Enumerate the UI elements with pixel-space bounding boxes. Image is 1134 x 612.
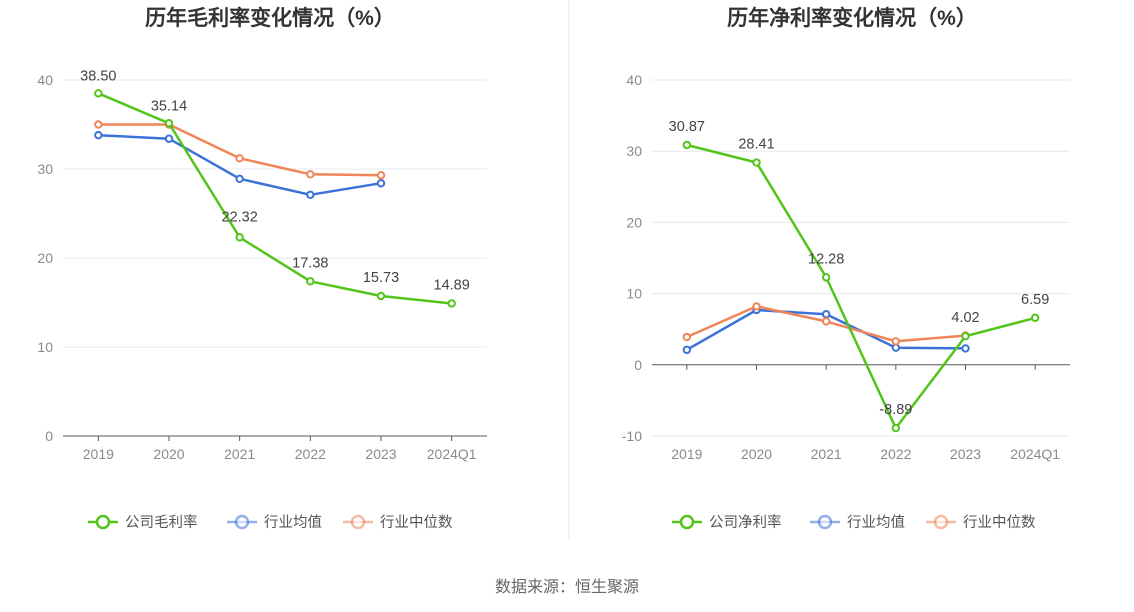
data-point — [821, 317, 831, 326]
data-point — [376, 179, 386, 188]
x-tick-label: 2023 — [950, 446, 981, 462]
x-tick-label: 2023 — [365, 446, 396, 462]
data-point — [1030, 313, 1040, 323]
legend-item: 公司净利率 — [672, 514, 782, 531]
legend-label: 行业均值 — [264, 514, 322, 531]
data-point — [235, 154, 244, 163]
data-point — [447, 299, 456, 308]
legend-marker — [234, 514, 250, 530]
data-point — [235, 174, 244, 183]
legend-item: 公司毛利率 — [88, 514, 198, 531]
data-point — [682, 345, 692, 355]
data-label: 14.89 — [434, 277, 470, 293]
data-label: 35.14 — [151, 98, 187, 114]
data-point — [376, 171, 386, 180]
data-point — [94, 130, 103, 140]
series-line-2 — [98, 123, 382, 177]
data-label: 30.87 — [669, 119, 705, 135]
x-tick-label: 2021 — [811, 446, 842, 462]
legend-item: 行业中位数 — [343, 514, 453, 531]
data-point — [891, 423, 901, 433]
data-label: 28.41 — [738, 137, 774, 153]
legend-item: 行业均值 — [227, 514, 322, 531]
y-tick-label: 0 — [45, 428, 53, 444]
data-point — [306, 277, 315, 286]
data-point — [961, 331, 970, 341]
data-point — [306, 170, 315, 179]
x-tick-label: 2019 — [671, 446, 702, 462]
data-label: 38.50 — [80, 68, 116, 84]
data-point — [752, 158, 761, 167]
legend-label: 行业均值 — [847, 514, 905, 531]
legend-label: 行业中位数 — [380, 514, 453, 531]
chart-title: 历年毛利率变化情况（%） — [145, 6, 395, 30]
data-point — [306, 190, 315, 200]
data-label: 12.28 — [808, 251, 844, 267]
data-point — [164, 134, 174, 143]
legend-label: 公司毛利率 — [125, 514, 198, 531]
series-line-0 — [97, 92, 452, 305]
data-label: 22.32 — [222, 209, 258, 225]
data-label: 6.59 — [1021, 292, 1049, 308]
data-point — [821, 273, 831, 282]
x-tick-label: 2021 — [224, 446, 255, 462]
x-tick-label: 2022 — [880, 446, 911, 462]
data-label: 15.73 — [363, 270, 399, 286]
data-point — [752, 302, 761, 311]
data-point — [821, 310, 831, 319]
series-line-0 — [686, 143, 1036, 430]
source-note: 数据来源：恒生聚源 — [495, 578, 639, 596]
y-tick-label: 30 — [626, 143, 642, 159]
y-tick-label: 40 — [37, 72, 53, 88]
legend-marker — [95, 514, 111, 530]
data-point — [682, 140, 692, 150]
y-tick-label: -10 — [622, 428, 642, 444]
data-label: 17.38 — [292, 255, 328, 271]
x-tick-label: 2022 — [295, 446, 326, 462]
x-tick-label: 2019 — [83, 446, 114, 462]
y-tick-label: 10 — [626, 286, 642, 302]
data-point — [164, 119, 174, 128]
y-tick-label: 20 — [626, 214, 642, 230]
data-label: -8.89 — [879, 402, 912, 418]
legend-marker — [350, 514, 366, 530]
legend-marker — [679, 514, 695, 530]
data-point — [94, 120, 103, 129]
y-tick-label: 30 — [37, 161, 53, 177]
legend-item: 行业均值 — [810, 514, 905, 531]
chart-title: 历年净利率变化情况（%） — [727, 6, 977, 30]
data-point — [891, 337, 901, 346]
gross-margin-chart: 历年毛利率变化情况（%） 0 10 20 30 40 2019 2020 2021 2022 202… — [37, 6, 487, 531]
legend-label: 公司净利率 — [709, 514, 782, 531]
y-tick-label: 0 — [634, 357, 642, 373]
y-tick-label: 10 — [37, 339, 53, 355]
y-tick-label: 20 — [37, 250, 53, 266]
data-point — [682, 332, 692, 342]
x-tick-label: 2020 — [153, 446, 184, 462]
data-point — [376, 291, 386, 301]
y-tick-label: 40 — [626, 72, 642, 88]
legend-label: 行业中位数 — [963, 514, 1036, 531]
data-point — [235, 233, 244, 242]
x-tick-label: 2020 — [741, 446, 772, 462]
legend-marker — [933, 514, 949, 530]
data-point — [961, 344, 970, 353]
net-margin-chart: 历年净利率变化情况（%） -10 0 10 20 30 40 2019 2020 2021 2022… — [622, 6, 1070, 531]
x-tick-label: 2024Q1 — [1010, 446, 1060, 462]
legend-marker — [817, 514, 833, 530]
data-point — [94, 89, 103, 98]
legend-item: 行业中位数 — [926, 514, 1036, 531]
data-label: 4.02 — [951, 310, 979, 326]
x-tick-label: 2024Q1 — [427, 446, 477, 462]
series-line-1 — [98, 133, 382, 197]
